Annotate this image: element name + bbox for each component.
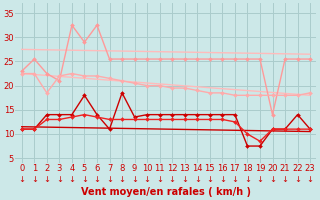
X-axis label: Vent moyen/en rafales ( km/h ): Vent moyen/en rafales ( km/h ) bbox=[81, 187, 251, 197]
